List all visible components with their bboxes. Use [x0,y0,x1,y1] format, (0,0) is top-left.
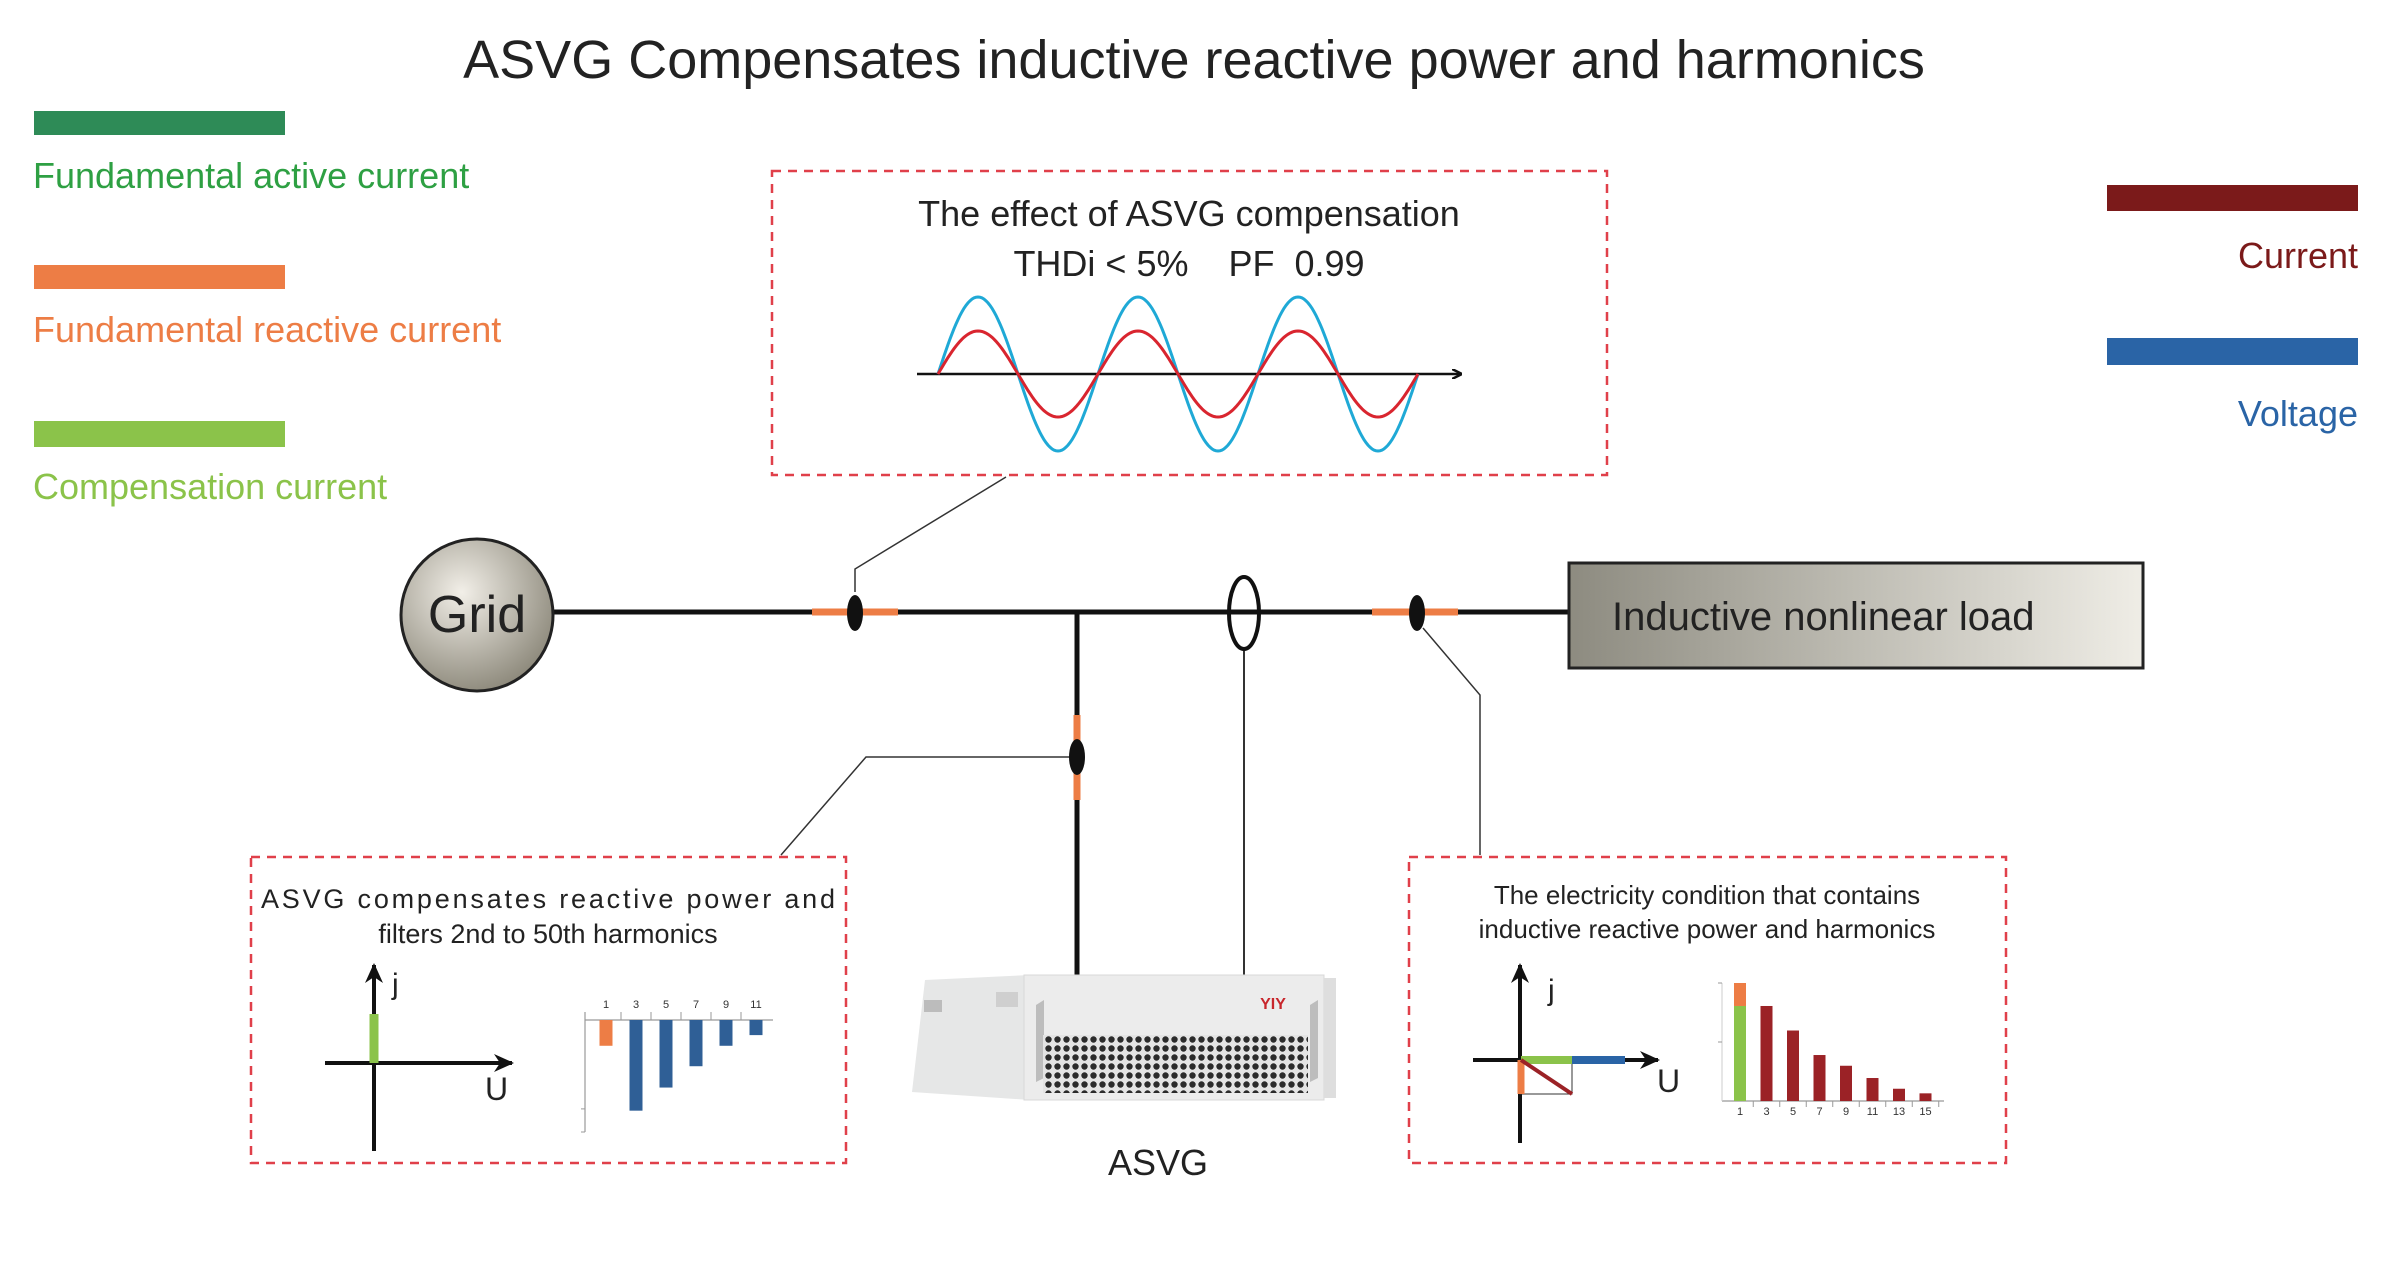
bar-harmonic-3 [1760,1005,1773,1101]
bar-harmonic-15 [1919,1093,1932,1101]
legend-right: Current Voltage [2107,185,2358,434]
legend-swatch-reactive [34,265,285,289]
leader-line-left [780,756,1077,856]
x-tick-label: 9 [1843,1106,1849,1118]
legend-label-reactive: Fundamental reactive current [33,309,501,350]
sensor-load-side [1372,595,1458,631]
bar-harmonic-3 [629,1020,643,1111]
load-block: Inductive nonlinear load [1567,561,2145,670]
sensor-asvg-branch [1069,715,1085,800]
x-tick-label: 5 [1790,1106,1796,1118]
legend-swatch-voltage [2107,338,2358,365]
current-transformer-ring [1227,575,1261,651]
x-tick-label: 11 [1867,1106,1878,1118]
condition-title-line1: The electricity condition that contains [1494,880,1920,910]
leader-line-effect [854,476,1007,592]
bar-harmonic-1-reactive [1734,983,1746,1006]
bar-harmonic-7 [689,1020,703,1067]
bar-harmonic-9 [1840,1065,1852,1101]
compensation-box: ASVG compensates reactive power and filt… [249,855,848,1165]
x-tick-label: 3 [1763,1106,1769,1118]
effect-metrics: THDi < 5% PF 0.99 [1013,243,1364,284]
effect-title: The effect of ASVG compensation [918,193,1460,234]
bar-harmonic-1 [599,1020,613,1046]
total-current-phasor [1519,1058,1574,1096]
bar-harmonic-11 [1866,1078,1879,1101]
sensor-grid-side [812,595,898,631]
condition-title-line2: inductive reactive power and harmonics [1479,914,1936,944]
grid-label: Grid [428,586,526,644]
grid-source: Grid [399,537,555,693]
x-tick-label: 3 [633,999,639,1011]
compensation-title-line1: ASVG compensates reactive power and [261,884,835,914]
bar-harmonic-5 [1787,1030,1799,1101]
legend-swatch-active [34,111,285,135]
harmonic-chart-compensated: 1 3 5 7 9 11 [581,999,773,1133]
x-tick-label: 15 [1919,1106,1931,1118]
x-tick-label: 7 [1816,1106,1822,1118]
bar-harmonic-7 [1813,1055,1826,1101]
asvg-device: YIY [912,974,1336,1101]
x-tick-label: 5 [663,999,669,1011]
legend-label-active: Fundamental active current [33,155,469,196]
phasor-u-label: U [485,1071,508,1107]
bar-harmonic-13 [1893,1088,1905,1101]
x-tick-label: 13 [1893,1106,1905,1118]
current-waveform [936,329,1420,419]
page-title: ASVG Compensates inductive reactive powe… [463,30,1925,90]
effect-box: The effect of ASVG compensation THDi < 5… [770,169,1609,477]
compensation-title-line2: filters 2nd to 50th harmonics [378,919,717,949]
x-tick-label: 1 [1737,1106,1743,1118]
fan-grille [1043,1035,1308,1093]
x-tick-label: 11 [750,999,761,1011]
x-tick-label: 1 [603,999,609,1011]
legend-swatch-compensation [34,421,285,447]
legend-label-voltage: Voltage [2238,393,2358,434]
load-label: Inductive nonlinear load [1612,595,2035,639]
leader-line-right [1422,627,1481,855]
device-label: ASVG [1108,1142,1208,1183]
phasor-u-label: U [1657,1063,1680,1099]
x-tick-label: 9 [723,999,729,1011]
legend-swatch-current [2107,185,2358,211]
phasor-j-label: j [391,968,399,1001]
legend-label-current: Current [2238,235,2358,276]
legend-label-compensation: Compensation current [33,466,387,507]
bar-harmonic-1 [1734,1005,1746,1101]
x-tick-label: 7 [693,999,699,1011]
device-brand-logo: YIY [1260,996,1286,1013]
harmonic-chart-uncompensated: 1 3 5 7 9 11 13 15 [1718,982,1944,1118]
bar-harmonic-9 [719,1020,733,1046]
bar-harmonic-11 [749,1020,763,1036]
bar-harmonic-5 [659,1020,673,1088]
effect-box-border [770,169,1609,477]
legend-left: Fundamental active current Fundamental r… [33,111,501,507]
condition-box: The electricity condition that contains … [1407,855,2008,1165]
phasor-j-label: j [1547,974,1555,1007]
